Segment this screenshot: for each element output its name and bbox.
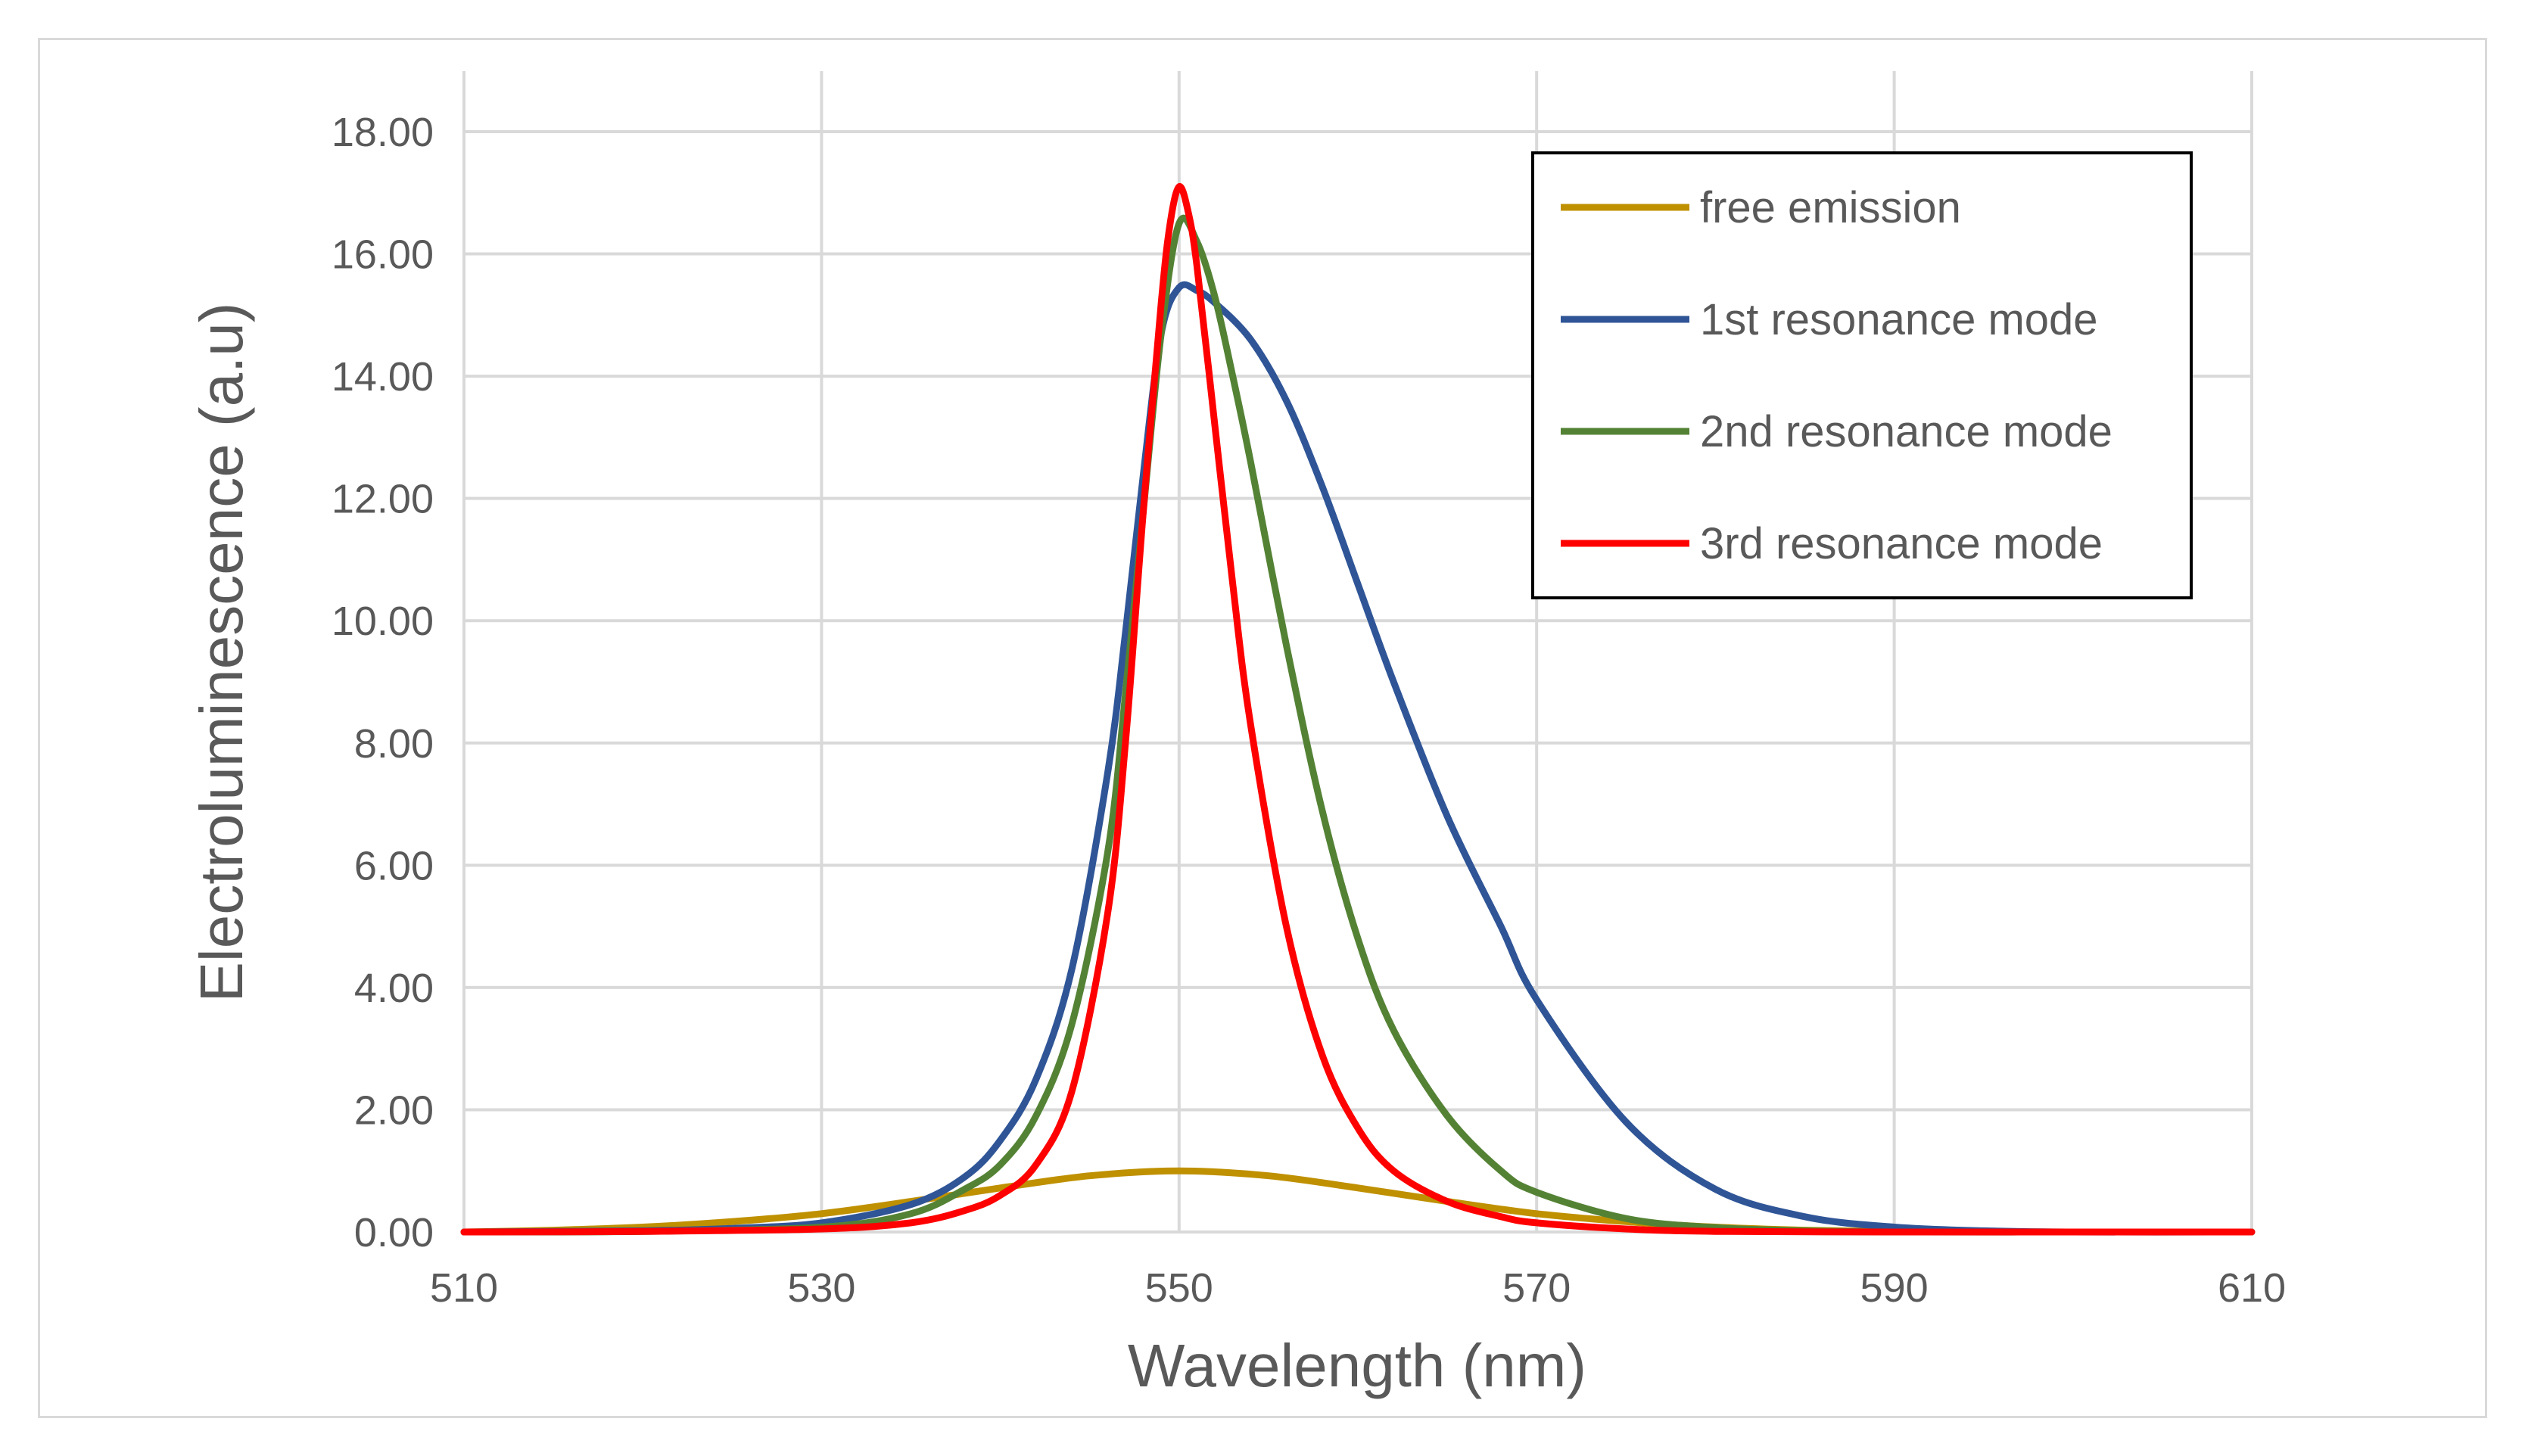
y-tick-label: 12.00 — [332, 477, 434, 522]
y-tick-label: 10.00 — [332, 599, 434, 644]
y-tick-label: 6.00 — [354, 843, 434, 888]
y-tick-label: 0.00 — [354, 1210, 434, 1255]
x-tick-label: 590 — [1860, 1265, 1929, 1311]
x-axis-title: Wavelength (nm) — [1128, 1332, 1586, 1399]
legend-label-2nd-resonance-mode: 2nd resonance mode — [1700, 407, 2112, 456]
series-line-1st-resonance-mode — [460, 281, 2256, 1236]
y-tick-label: 16.00 — [332, 232, 434, 278]
y-axis-title: Electroluminescence (a.u) — [188, 303, 255, 1003]
legend-label-1st-resonance-mode: 1st resonance mode — [1700, 295, 2098, 344]
x-tick-label: 610 — [2218, 1265, 2286, 1311]
y-tick-label: 18.00 — [332, 110, 434, 155]
series-line-2nd-resonance-mode — [460, 214, 2256, 1236]
series-line-3rd-resonance-mode — [460, 183, 2256, 1236]
axes: 0.00 2.00 4.00 6.00 8.00 10.00 12.00 14.00 16.00… — [332, 110, 2286, 1311]
legend-label-3rd-resonance-mode: 3rd resonance mode — [1700, 519, 2103, 568]
y-tick-label: 8.00 — [354, 721, 434, 767]
x-tick-label: 550 — [1145, 1265, 1213, 1311]
series-line-free-emission — [460, 1167, 2256, 1236]
x-tick-label: 570 — [1502, 1265, 1571, 1311]
legend: free emission 1st resonance mode 2nd reson… — [1531, 151, 2193, 599]
x-tick-label: 530 — [787, 1265, 855, 1311]
x-tick-label: 510 — [430, 1265, 498, 1311]
y-tick-label: 2.00 — [354, 1087, 434, 1133]
series-lines — [460, 183, 2256, 1236]
y-tick-label: 4.00 — [354, 966, 434, 1011]
legend-box — [1531, 151, 2193, 599]
legend-label-free-emission: free emission — [1700, 183, 1961, 232]
y-tick-label: 14.00 — [332, 354, 434, 400]
